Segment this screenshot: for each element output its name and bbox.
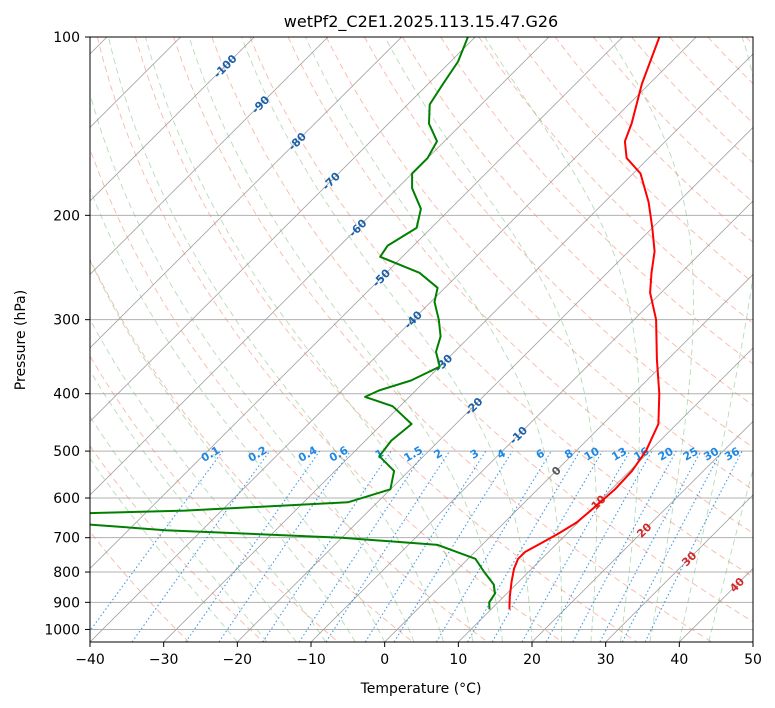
- sounding-series: [90, 37, 661, 610]
- y-tick-label: 500: [53, 444, 80, 460]
- x-tick-label: 0: [380, 652, 389, 668]
- y-tick-label: 700: [53, 531, 80, 547]
- moist-adiabat: [145, 37, 474, 642]
- dry-adiabat: [96, 37, 563, 642]
- isotherm-line: [531, 420, 753, 642]
- mixing-ratio-line: [572, 450, 677, 642]
- dry-adiabat: [211, 37, 753, 623]
- dry-adiabat: [249, 37, 753, 578]
- isotherm-line: [90, 37, 623, 570]
- moist-adiabat: [90, 187, 386, 642]
- isotherm-line: [90, 37, 329, 275]
- dry-adiabat: [325, 37, 753, 491]
- background-lines: [90, 37, 753, 642]
- dry-adiabat: [90, 445, 264, 642]
- temperature-line: [508, 37, 661, 610]
- moist-adiabat: [241, 37, 533, 642]
- mixing-ratio-line: [545, 450, 653, 642]
- isotherm-line: [90, 37, 402, 349]
- x-tick-label: −20: [223, 652, 253, 668]
- moist-adiabat: [305, 37, 563, 642]
- mixing-ratio-line: [185, 450, 321, 642]
- isotherm-line: [163, 53, 753, 642]
- y-tick-label: 800: [53, 565, 80, 581]
- moist-adiabat: [90, 415, 268, 642]
- x-tick-label: 50: [744, 652, 762, 668]
- y-tick-label: 200: [53, 208, 80, 224]
- x-tick-label: −10: [296, 652, 326, 668]
- mixing-ratio-line: [364, 450, 487, 642]
- moist-adiabat: [188, 37, 503, 642]
- dry-adiabat: [90, 258, 414, 642]
- dry-adiabat: [478, 37, 753, 324]
- y-axis-title: Pressure (hPa): [13, 290, 29, 390]
- x-tick-label: 20: [523, 652, 541, 668]
- moist-adiabat: [678, 37, 753, 642]
- x-tick-label: 40: [670, 652, 688, 668]
- x-axis-title: Temperature (°C): [360, 681, 482, 697]
- x-tick-label: −40: [75, 652, 105, 668]
- x-tick-label: 10: [449, 652, 467, 668]
- dry-adiabat: [134, 37, 638, 642]
- chart-title: wetPf2_C2E1.2025.113.15.47.G26: [284, 12, 558, 32]
- moist-adiabat: [90, 369, 297, 642]
- mixing-ratio-line: [644, 450, 743, 642]
- dry-adiabat: [173, 37, 712, 642]
- isotherm-line: [90, 37, 550, 496]
- moist-adiabat: [108, 37, 445, 642]
- y-tick-label: 600: [53, 491, 80, 507]
- mixing-ratio-line: [218, 450, 351, 642]
- dry-adiabat: [287, 37, 753, 534]
- plot-frame: [89, 36, 754, 643]
- moist-adiabat: [90, 457, 238, 642]
- dry-adiabat: [402, 37, 753, 406]
- x-tick-label: −30: [149, 652, 179, 668]
- mixing-ratio-line: [131, 450, 271, 642]
- mixing-ratio-line: [90, 450, 224, 632]
- mixing-ratio-line: [262, 450, 392, 642]
- y-tick-label: 300: [53, 313, 80, 329]
- moist-adiabat: [708, 467, 753, 642]
- moist-adiabat: [484, 37, 641, 642]
- dry-adiabat: [90, 147, 488, 642]
- isotherm-line: [90, 37, 697, 642]
- isotherm-line: [90, 37, 476, 423]
- isotherm-line: [605, 494, 753, 642]
- mixing-ratio-line: [298, 450, 426, 642]
- dewpoint-line: [90, 37, 496, 610]
- mixing-ratio-line: [325, 450, 451, 642]
- isotherm-line: [384, 273, 753, 642]
- y-tick-label: 400: [53, 387, 80, 403]
- isotherm-line: [458, 347, 753, 642]
- moist-adiabat: [90, 318, 327, 642]
- moist-adiabat: [608, 37, 694, 642]
- axes: −40 −30 −20 −10 0 10 20 30 40 50 100 200 300 400 500 60…: [44, 30, 762, 668]
- isotherm-line: [90, 37, 255, 202]
- moist-adiabat: [90, 259, 356, 642]
- mixing-ratio-line: [393, 450, 513, 642]
- mixing-ratio-line: [521, 450, 631, 642]
- moist-adiabat: [90, 92, 415, 642]
- y-tick-label: 1000: [44, 622, 80, 638]
- x-tick-label: 30: [597, 652, 615, 668]
- moist-adiabat: [384, 37, 597, 642]
- y-tick-label: 900: [53, 595, 80, 611]
- isotherm-line: [237, 126, 753, 642]
- y-tick-label: 100: [53, 30, 80, 46]
